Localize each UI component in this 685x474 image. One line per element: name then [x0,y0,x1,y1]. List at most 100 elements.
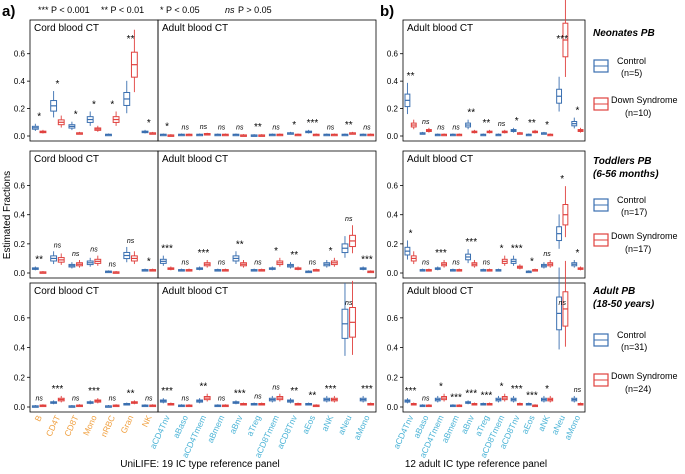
sig-mark-aNK: *** [325,384,337,395]
box-control-aNeu [341,133,349,137]
sig-mark-aNK: * [545,120,549,131]
box-ds-aEos [312,268,320,272]
box-ds-aBmem [221,133,229,137]
box-control-aBmem [450,268,456,272]
x-tick-label-aEos: aEos [519,414,536,436]
chart-panels: Cord blood CT0.00.20.40.6**** ****Adult b… [14,0,586,459]
box-ds-aCD8Tnv [516,264,523,270]
sig-mark-aCD8Tmem: * [500,244,504,255]
box-ds-aEos [312,404,320,408]
sig-mark-aCD4Tnv: *** [405,386,417,397]
sig-mark-B: ** [35,254,43,265]
box-control-CD8T [68,262,76,269]
legend-ds-n: (n=17) [625,244,651,254]
sig-mark-aBmem: *** [450,392,462,403]
y-tick-label: 0.4 [387,77,399,86]
sig-mark-aBmem: ns [218,124,226,131]
box-ds-aBnv [240,402,247,406]
box-ds-aBaso [425,404,432,408]
box-ds-aBmem [456,268,463,272]
panel-title: Adult blood CT [162,154,228,165]
box-control-aBaso [419,131,426,135]
x-tick-label-CD8T: CD8T [62,414,80,438]
box-control-Gran [123,80,131,114]
box-ds-aNeu [562,260,569,347]
box-control-aCD8Tmem [495,268,502,272]
y-tick-label: 0.0 [387,132,399,141]
sig-mark-aMono: ns [363,124,371,131]
x-tick-label-aBmem: aBmem [205,414,226,445]
box-ds-aCD4Tnv [410,402,417,406]
legend-toddlers: Control (n=17) Down Syndrome (n=17) [593,195,678,254]
box-ds-aCD4Tnv [410,251,417,265]
panel-a-cord-toddlers: Cord blood CT 0.0 0.2 0.4 0.6 ** ns ns ns ns ns * [14,150,159,279]
y-tick-label: 0.6 [387,182,399,191]
sig-mark-aEos: * [530,257,534,268]
box-ds-aTreg [486,268,493,272]
sig-legend-p01: ** P < 0.01 [101,5,144,15]
box-ds-aBnv [471,129,478,134]
sig-legend-ns: ns [225,5,235,15]
box-ds-nRBC [112,111,120,126]
y-tick-label: 0.4 [387,344,399,353]
sig-mark-Mono: ns [90,247,98,254]
box-control-aBmem [214,268,222,272]
y-tick-label: 0.6 [387,50,399,59]
sig-mark-nRBC: ns [109,395,117,402]
box-ds-aNeu [349,225,356,254]
sig-mark-aNK: * [329,246,333,257]
sig-mark-aCD4Tnv: *** [161,386,173,397]
box-control-aCD4Tmem [434,133,441,137]
sig-mark-aCD4Tnv: * [409,228,413,239]
y-tick-label: 0.2 [14,240,26,249]
box-ds-aBaso [185,404,193,408]
panel-title: Adult blood CT [407,286,473,297]
box-control-aMono [359,395,367,403]
box-ds-aEos [312,133,320,137]
sig-mark-CD4T: *** [52,384,64,395]
sig-mark-aCD8Tnv: ** [290,386,298,397]
sig-mark-aCD4Tmem: ns [200,124,208,131]
box-control-aTreg [250,268,258,272]
box-ds-aCD8Tnv [294,266,302,271]
sig-mark-aNeu: ns [559,300,567,307]
panel-title: Cord blood CT [34,154,99,165]
box-ds-aTreg [486,129,493,134]
box-ds-aCD8Tnv [516,131,523,135]
box-ds-aCD4Tmem [441,393,447,402]
box-ds-Mono [94,255,102,266]
sig-mark-aCD4Tnv: * [165,121,169,132]
box-control-aNK [323,259,331,268]
box-ds-aNK [330,257,338,267]
legend-control-n: (n=17) [621,207,647,217]
sig-mark-Gran: ** [127,34,135,45]
sig-mark-CD8T: * [74,110,78,121]
box-ds-aNK [330,133,338,137]
box-ds-aCD4Tmem [441,259,447,268]
box-ds-aEos [532,268,538,272]
box-ds-aEos [532,129,538,134]
y-tick-label: 0.6 [14,50,26,59]
sig-mark-Gran: ns [127,238,135,245]
box-ds-CD8T [76,259,83,268]
panel-title: Cord blood CT [34,23,99,34]
x-tick-label-aBaso: aBaso [171,413,190,439]
box-control-aTreg [480,402,487,406]
x-tick-label-nRBC: nRBC [98,414,117,439]
box-control-aNeu [556,214,563,249]
sig-mark-aBnv: ** [467,108,475,119]
x-tick-label-Gran: Gran [118,413,135,435]
box-control-aCD4Tmem [196,266,204,271]
x-tick-label-aEos: aEos [300,414,317,436]
sig-mark-aBaso: ns [182,260,190,267]
sig-mark-aCD4Tnv: ** [407,71,415,82]
box-ds-CD4T [57,395,65,403]
box-ds-aMono [367,402,375,406]
sig-mark-aCD8Tmem: ns [498,121,506,128]
box-ds-aTreg [258,134,266,137]
group-subtitle-toddlers: (6-56 months) [593,169,659,180]
y-tick-label: 0.0 [387,403,399,412]
box-control-aEos [305,402,313,406]
box-ds-aBmem [456,404,463,408]
sig-mark-aEos: ns [309,260,317,267]
